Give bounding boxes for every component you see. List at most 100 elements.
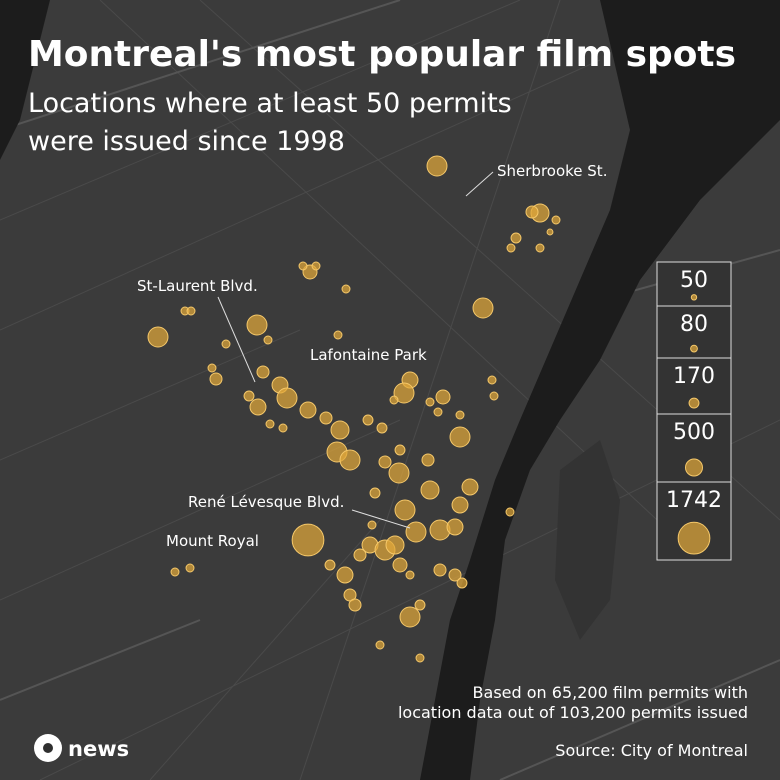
location-bubble <box>324 559 336 571</box>
location-bubble <box>389 395 399 405</box>
logo: news <box>34 734 129 762</box>
location-bubble <box>429 519 451 541</box>
location-bubble <box>535 243 545 253</box>
leader-line <box>351 509 411 529</box>
location-bubble <box>263 335 273 345</box>
location-bubble <box>299 401 317 419</box>
size-legend: 50 80 170 500 1742 <box>656 261 732 561</box>
location-bubble <box>487 375 497 385</box>
location-bubble <box>505 507 515 517</box>
location-bubble <box>278 423 288 433</box>
location-bubble <box>362 414 374 426</box>
title: Montreal's most popular film spots <box>28 34 736 75</box>
legend-bubble <box>685 458 703 477</box>
location-bubble <box>291 523 325 557</box>
location-bubble <box>243 390 255 402</box>
legend-label: 50 <box>680 268 708 293</box>
location-bubble <box>448 568 462 582</box>
location-bubble <box>551 215 561 225</box>
location-bubble <box>446 518 464 536</box>
location-bubble <box>388 462 410 484</box>
location-bubble <box>546 228 554 236</box>
location-bubble <box>375 640 385 650</box>
logo-text: news <box>68 737 129 761</box>
location-bubble <box>207 363 217 373</box>
location-bubble <box>420 480 440 500</box>
location-bubble <box>246 314 268 336</box>
location-bubble <box>392 557 408 573</box>
location-bubble <box>425 397 435 407</box>
location-bubble <box>311 261 321 271</box>
subtitle: were issued since 1998 <box>28 126 345 157</box>
location-bubble <box>510 232 522 244</box>
location-bubble <box>455 410 465 420</box>
location-bubble <box>393 382 415 404</box>
note: Based on 65,200 film permits with <box>473 683 748 702</box>
bubbles <box>147 155 561 663</box>
location-bubble <box>489 391 499 401</box>
location-bubble <box>353 548 367 562</box>
location-bubble <box>451 496 469 514</box>
location-bubble <box>186 306 196 316</box>
leader-line <box>217 296 256 383</box>
location-bubble <box>433 563 447 577</box>
location-bubble <box>185 563 195 573</box>
annotation: René Lévesque Blvd. <box>188 493 344 511</box>
leader-line <box>465 171 494 197</box>
legend-label: 80 <box>680 312 708 337</box>
location-bubble <box>249 398 267 416</box>
annotation: St-Laurent Blvd. <box>137 277 258 295</box>
location-bubble <box>433 407 443 417</box>
legend-bubble <box>688 397 700 409</box>
source: Source: City of Montreal <box>555 741 748 760</box>
location-bubble <box>298 261 308 271</box>
legend-label: 1742 <box>666 488 722 513</box>
location-bubble <box>449 426 471 448</box>
legend-bubble <box>690 294 698 301</box>
location-bubble <box>405 570 415 580</box>
location-bubble <box>376 422 388 434</box>
location-bubble <box>506 243 516 253</box>
legend-bubble <box>677 521 711 555</box>
location-bubble <box>341 284 351 294</box>
location-bubble <box>265 419 275 429</box>
legend-label: 500 <box>673 420 715 445</box>
location-bubble <box>435 389 451 405</box>
annotation: Mount Royal <box>166 532 259 550</box>
subtitle: Locations where at least 50 permits <box>28 88 512 119</box>
location-bubble <box>426 155 448 177</box>
location-bubble <box>414 599 426 611</box>
location-bubble <box>276 387 298 409</box>
note: location data out of 103,200 permits iss… <box>398 703 748 722</box>
legend-bubble <box>690 344 698 353</box>
location-bubble <box>405 521 427 543</box>
annotation: Lafontaine Park <box>310 346 427 364</box>
location-bubble <box>333 330 343 340</box>
location-bubble <box>339 449 361 471</box>
location-bubble <box>221 339 231 349</box>
location-bubble <box>336 566 354 584</box>
annotation: Sherbrooke St. <box>497 162 607 180</box>
location-bubble <box>319 411 333 425</box>
location-bubble <box>170 567 180 577</box>
location-bubble <box>369 487 381 499</box>
location-bubble <box>378 455 392 469</box>
logo-gem-center <box>43 743 53 753</box>
location-bubble <box>421 453 435 467</box>
location-bubble <box>394 499 416 521</box>
location-bubble <box>394 444 406 456</box>
location-bubble <box>399 606 421 628</box>
location-bubble <box>256 365 270 379</box>
location-bubble <box>461 478 479 496</box>
location-bubble <box>209 372 223 386</box>
location-bubble <box>385 535 405 555</box>
location-bubble <box>456 577 468 589</box>
location-bubble <box>147 326 169 348</box>
legend-label: 170 <box>673 364 715 389</box>
location-bubble <box>330 420 350 440</box>
location-bubble <box>472 297 494 319</box>
location-bubble <box>367 520 377 530</box>
